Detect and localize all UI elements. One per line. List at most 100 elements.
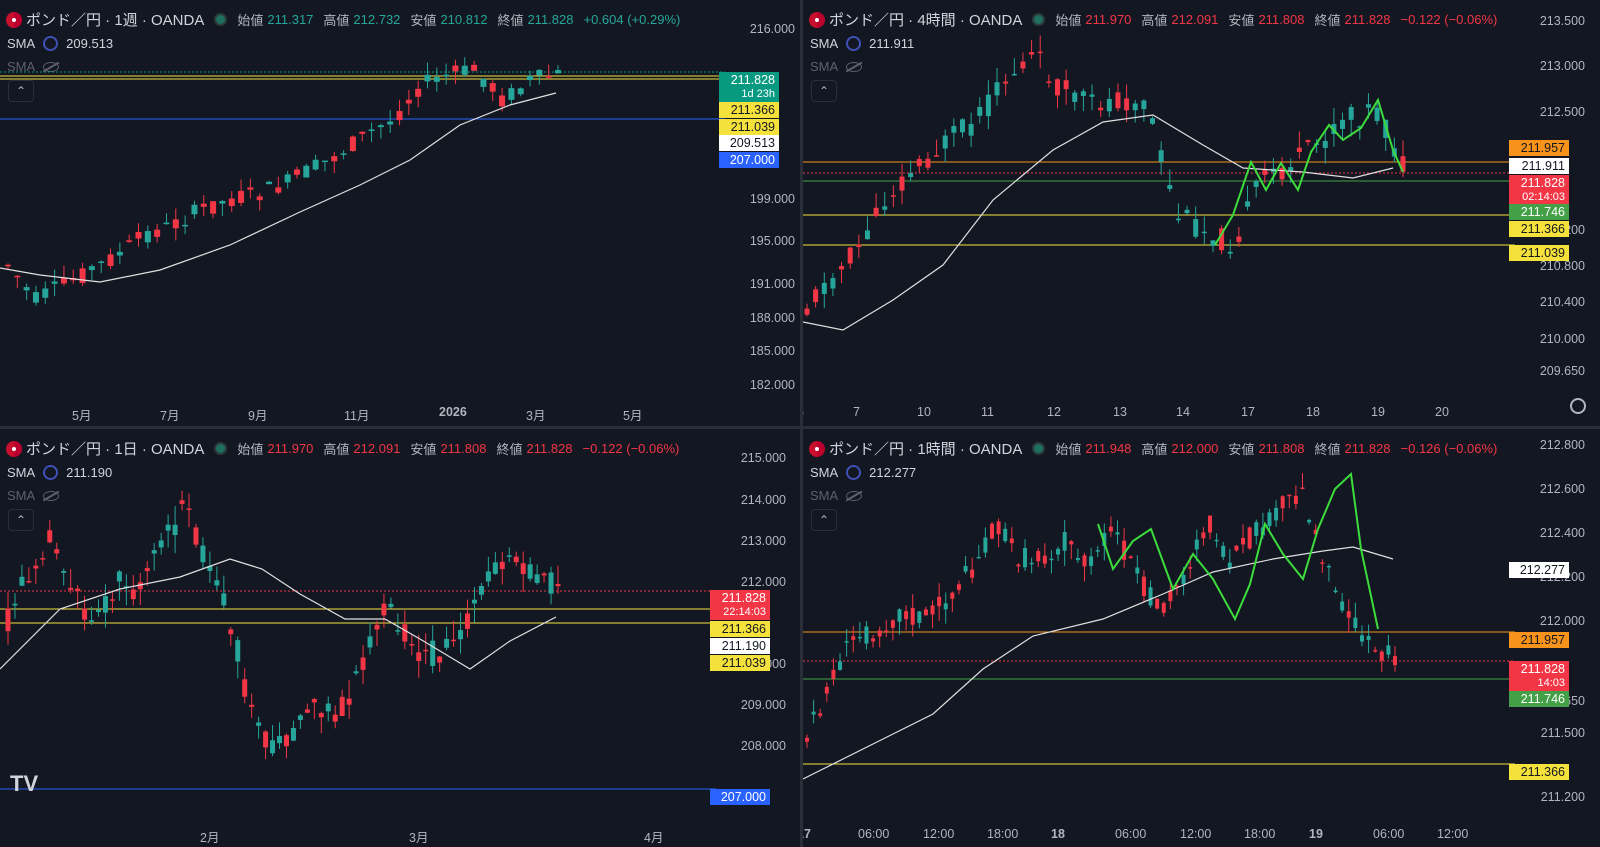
sma-line[interactable]	[803, 546, 1394, 780]
sma-legend[interactable]: SMA 211.190	[7, 465, 112, 480]
symbol-header[interactable]: ポンド／円 · 1週 · OANDA 始値 211.317 高値 212.732 安値 21…	[6, 9, 686, 30]
candle-body	[68, 587, 74, 590]
chart-pane-weekly[interactable]: ポンド／円 · 1週 · OANDA 始値 211.317 高値 212.732 安値 21…	[0, 0, 800, 426]
price-label-value: 211.039	[1520, 246, 1565, 260]
x-axis-tick: 3月	[526, 409, 546, 423]
candle-body	[96, 609, 102, 612]
ohlc-label: 終値	[1314, 442, 1341, 457]
sma-value: 212.277	[869, 465, 917, 480]
sma-legend[interactable]: SMA 209.513	[7, 36, 113, 51]
y-axis-tick: 209.000	[740, 698, 786, 712]
sma-hidden-legend[interactable]: SMA	[7, 488, 60, 503]
candle-body	[1141, 576, 1146, 597]
candle-body	[377, 125, 384, 128]
price-scale-label[interactable]: 212.277	[1509, 562, 1569, 578]
indicator-loading-icon	[43, 36, 59, 51]
price-scale-label[interactable]: 207.000	[710, 789, 770, 805]
price-scale-label[interactable]: 207.000	[719, 152, 779, 168]
price-chart[interactable]	[803, 429, 1600, 847]
price-scale-label[interactable]: 209.513	[719, 135, 779, 151]
sma-legend[interactable]: SMA 211.911	[810, 36, 914, 51]
hidden-eye-icon[interactable]	[846, 61, 863, 72]
sma-line[interactable]	[803, 114, 1394, 331]
y-axis-tick: 215.000	[740, 451, 786, 465]
candle-body	[527, 75, 534, 81]
candle-body	[517, 88, 524, 95]
zigzag-line[interactable]	[1214, 97, 1404, 246]
symbol-header[interactable]: ポンド／円 · 1時間 · OANDA 始値 211.948 高値 212.000 安値 2…	[809, 438, 1503, 459]
candle-body	[1106, 98, 1112, 112]
candle-body	[1069, 541, 1074, 545]
symbol-title[interactable]: ポンド／円 · 1日 · OANDA	[26, 441, 205, 458]
collapse-legend-button[interactable]: ⌃	[811, 80, 837, 102]
collapse-legend-button[interactable]: ⌃	[8, 509, 34, 531]
candle-body	[1300, 487, 1305, 489]
price-scale-label[interactable]: 211.366	[710, 621, 770, 637]
price-scale-label[interactable]: 211.828 1d 23h	[719, 72, 779, 102]
candle-body	[1253, 181, 1259, 187]
candle-body	[1366, 636, 1371, 640]
hidden-eye-icon[interactable]	[43, 61, 60, 72]
candle-body	[14, 275, 21, 278]
candle-body	[873, 207, 879, 217]
chart-pane-daily[interactable]: ポンド／円 · 1日 · OANDA 始値 211.970 高値 212.091 安値 21…	[0, 429, 800, 847]
sma-hidden-legend[interactable]: SMA	[7, 59, 60, 74]
candle-body	[275, 187, 282, 193]
price-scale-label[interactable]: 211.911	[1509, 158, 1569, 174]
x-axis-tick: 06:00	[1373, 827, 1405, 841]
price-scale-label[interactable]: 211.828 22:14:03	[710, 590, 770, 620]
price-scale-label[interactable]: 211.957	[1509, 140, 1569, 156]
candle-body	[416, 652, 422, 661]
candle-body	[1082, 555, 1087, 567]
candle-body	[283, 735, 289, 747]
candle-body	[1037, 51, 1043, 54]
price-scale-label[interactable]: 211.039	[1509, 245, 1569, 261]
candle-body	[228, 629, 234, 635]
candle-body	[811, 711, 816, 715]
price-scale-label[interactable]: 211.366	[719, 102, 779, 118]
candle-body	[388, 603, 394, 608]
symbol-title[interactable]: ポンド／円 · 1時間 · OANDA	[829, 441, 1023, 458]
candle-body	[1148, 587, 1153, 606]
price-chart[interactable]	[0, 429, 800, 847]
sma-line[interactable]	[0, 92, 557, 283]
gear-icon[interactable]	[1570, 398, 1586, 414]
sma-hidden-legend[interactable]: SMA	[810, 488, 863, 503]
price-scale-label[interactable]: 211.366	[1509, 764, 1569, 780]
hidden-eye-icon[interactable]	[43, 490, 60, 501]
symbol-title[interactable]: ポンド／円 · 4時間 · OANDA	[829, 12, 1023, 29]
sma-line[interactable]	[0, 558, 557, 670]
collapse-legend-button[interactable]: ⌃	[811, 509, 837, 531]
collapse-legend-button[interactable]: ⌃	[8, 80, 34, 102]
tradingview-logo[interactable]: TV	[10, 771, 39, 796]
price-scale-label[interactable]: 211.828 14:03	[1509, 661, 1569, 691]
candle-body	[851, 636, 856, 640]
price-scale-label[interactable]: 211.366	[1509, 221, 1569, 237]
price-scale-label[interactable]: 211.746	[1509, 691, 1569, 707]
candle-body	[207, 565, 213, 571]
price-chart[interactable]	[803, 0, 1600, 426]
candle-body	[1128, 556, 1133, 559]
symbol-title[interactable]: ポンド／円 · 1週 · OANDA	[26, 12, 205, 29]
price-scale-label[interactable]: 211.828 02:14:03	[1509, 175, 1569, 205]
chart-pane-1h[interactable]: ポンド／円 · 1時間 · OANDA 始値 211.948 高値 212.000 安値 2…	[803, 429, 1600, 847]
symbol-header[interactable]: ポンド／円 · 1日 · OANDA 始値 211.970 高値 212.091 安値 21…	[6, 438, 685, 459]
price-scale-label[interactable]: 211.746	[1509, 204, 1569, 220]
candle-body	[1208, 515, 1213, 533]
candle-body	[89, 620, 95, 622]
sma-hidden-legend[interactable]: SMA	[810, 59, 863, 74]
symbol-header[interactable]: ポンド／円 · 4時間 · OANDA 始値 211.970 高値 212.091 安値 2…	[809, 9, 1503, 30]
chart-pane-4h[interactable]: ポンド／円 · 4時間 · OANDA 始値 211.970 高値 212.091 安値 2…	[803, 0, 1600, 426]
candle-body	[154, 229, 161, 237]
price-scale-label[interactable]: 211.039	[719, 119, 779, 135]
hidden-eye-icon[interactable]	[846, 490, 863, 501]
price-scale-label[interactable]: 211.039	[710, 655, 770, 671]
candle-body	[1115, 92, 1121, 109]
x-axis-tick: 19	[1309, 827, 1323, 841]
candle-body	[1247, 527, 1252, 549]
price-scale-label[interactable]: 211.190	[710, 638, 770, 654]
price-chart[interactable]	[0, 0, 800, 426]
price-scale-label[interactable]: 211.957	[1509, 632, 1569, 648]
sma-legend[interactable]: SMA 212.277	[810, 465, 916, 480]
zigzag-line[interactable]	[1097, 471, 1379, 630]
